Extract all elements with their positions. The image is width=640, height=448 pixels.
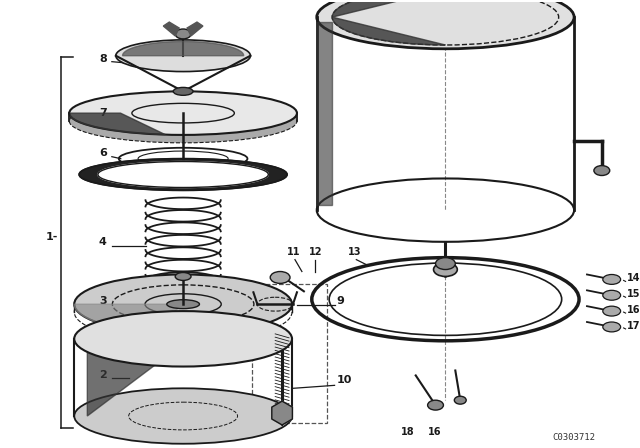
Text: 15: 15 <box>627 289 640 299</box>
Ellipse shape <box>603 306 621 316</box>
Polygon shape <box>98 162 268 188</box>
Polygon shape <box>122 42 244 56</box>
Text: 13: 13 <box>348 247 362 257</box>
Ellipse shape <box>167 300 200 309</box>
Polygon shape <box>317 22 332 205</box>
Text: 10: 10 <box>337 375 352 385</box>
Polygon shape <box>87 339 168 416</box>
Ellipse shape <box>433 263 458 276</box>
Ellipse shape <box>436 258 455 270</box>
Polygon shape <box>332 0 445 45</box>
Text: 17: 17 <box>627 321 640 331</box>
Text: 16: 16 <box>428 427 441 437</box>
Ellipse shape <box>175 272 191 280</box>
Ellipse shape <box>428 400 444 410</box>
Text: 1-: 1- <box>45 232 58 242</box>
Ellipse shape <box>173 87 193 95</box>
Text: 11: 11 <box>287 247 301 257</box>
Polygon shape <box>272 401 292 425</box>
Text: 4: 4 <box>99 237 107 247</box>
Ellipse shape <box>175 29 191 39</box>
Text: 7: 7 <box>99 108 107 118</box>
Ellipse shape <box>317 0 574 49</box>
Ellipse shape <box>454 396 466 404</box>
Text: 6: 6 <box>99 148 107 158</box>
Text: 3: 3 <box>99 296 107 306</box>
Polygon shape <box>187 22 203 36</box>
Ellipse shape <box>603 322 621 332</box>
Text: 8: 8 <box>99 54 107 64</box>
Ellipse shape <box>603 275 621 284</box>
Polygon shape <box>69 113 165 135</box>
Polygon shape <box>74 304 183 332</box>
Text: 9: 9 <box>337 296 344 306</box>
Text: 14: 14 <box>627 273 640 284</box>
Ellipse shape <box>116 40 250 72</box>
Bar <box>252 284 326 423</box>
Ellipse shape <box>74 311 292 366</box>
Ellipse shape <box>69 91 297 135</box>
Ellipse shape <box>603 290 621 300</box>
Text: C0303712: C0303712 <box>552 433 596 442</box>
Ellipse shape <box>74 275 292 334</box>
Text: 2: 2 <box>99 370 107 380</box>
Text: 16: 16 <box>627 305 640 315</box>
Text: 12: 12 <box>309 247 323 257</box>
Ellipse shape <box>594 166 610 176</box>
Ellipse shape <box>74 388 292 444</box>
Ellipse shape <box>69 99 297 143</box>
Polygon shape <box>163 22 179 36</box>
Text: 5: 5 <box>99 164 107 175</box>
Ellipse shape <box>270 271 290 284</box>
Polygon shape <box>79 159 287 190</box>
Text: 18: 18 <box>401 427 415 437</box>
